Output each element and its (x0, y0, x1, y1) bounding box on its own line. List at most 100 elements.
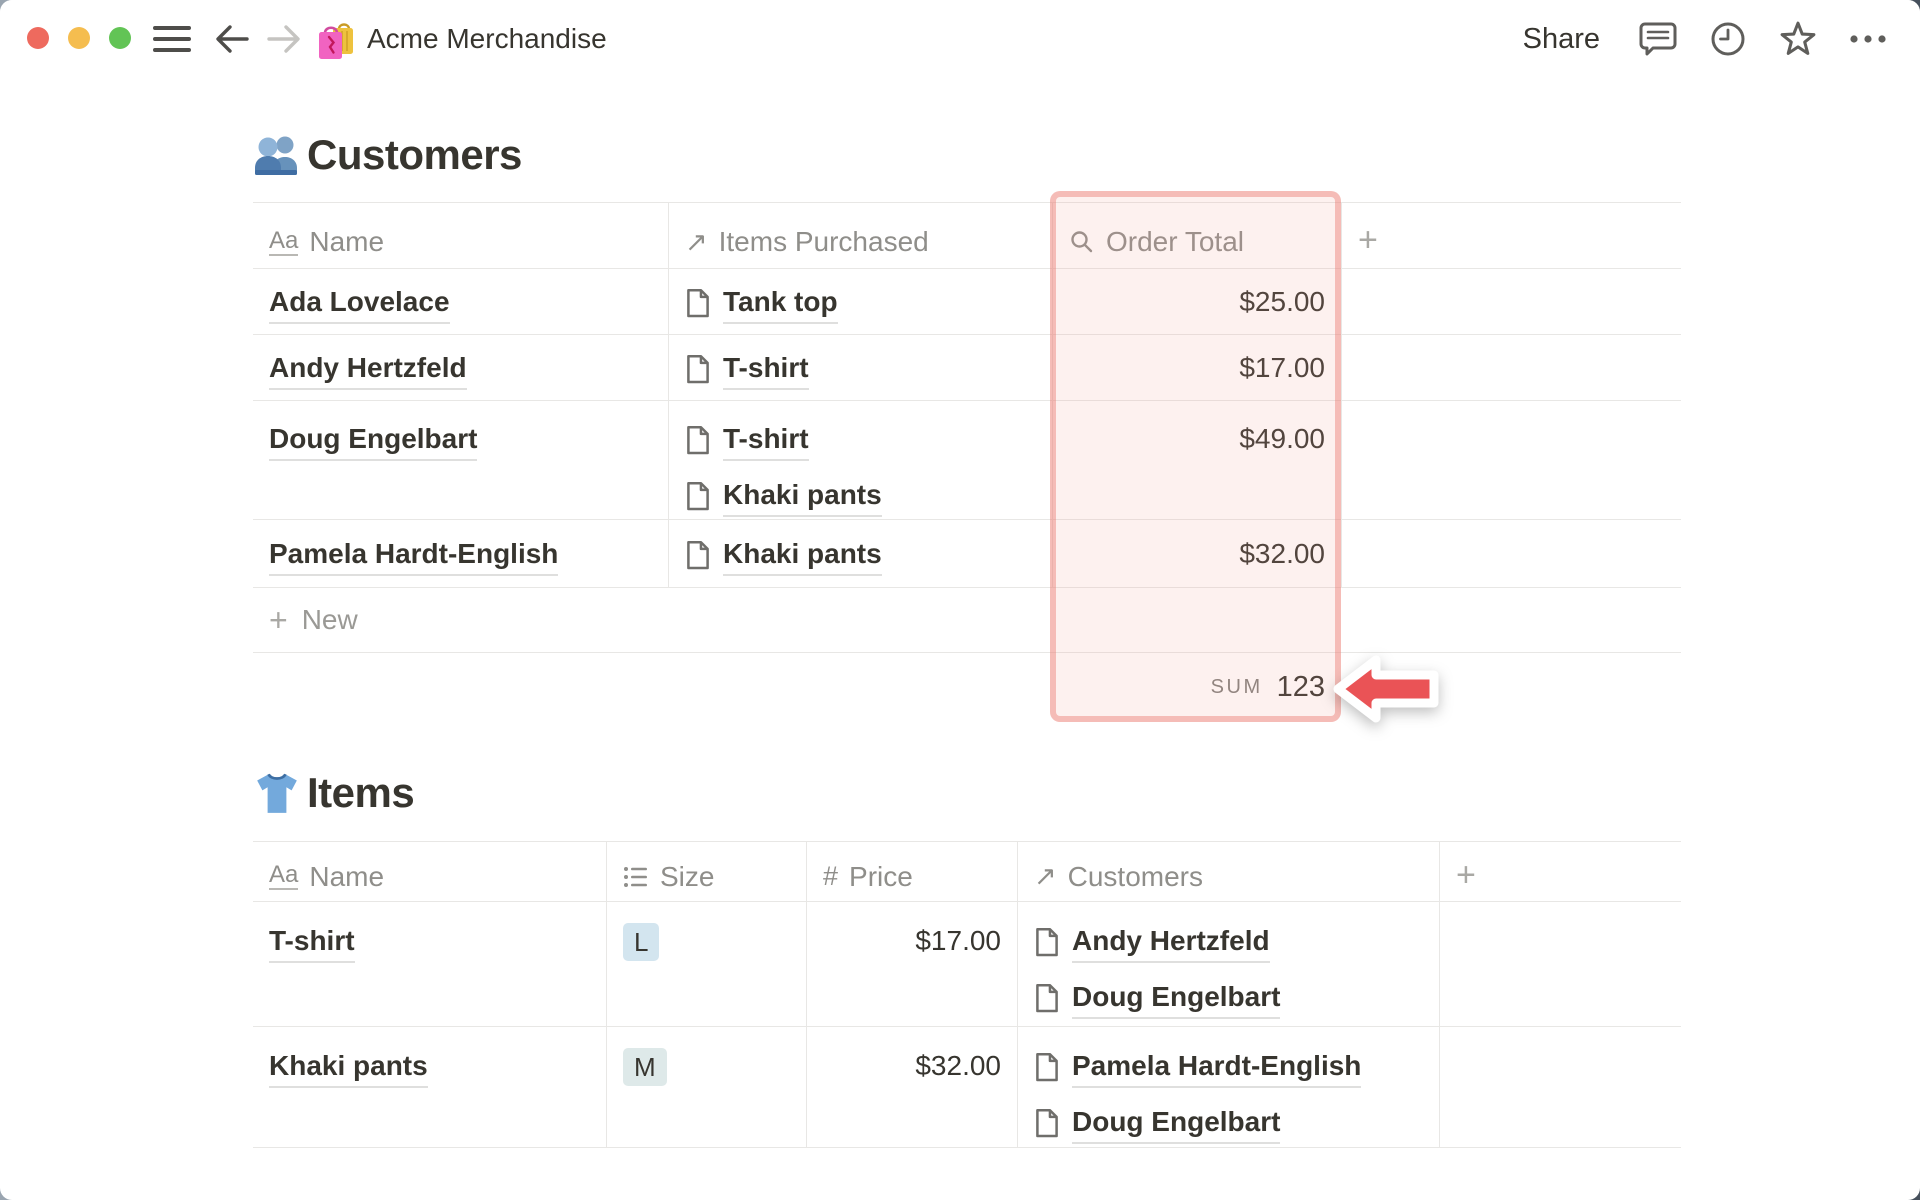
name-cell[interactable]: Andy Hertzfeld (253, 335, 668, 400)
column-header-label: Size (660, 860, 715, 892)
name-cell[interactable]: Doug Engelbart (253, 401, 668, 519)
table-row: Andy Hertzfeld T-shirt $17.00 (253, 335, 1681, 401)
empty-cell (1439, 1027, 1681, 1147)
customers-table-header-row: Aa Name ↗ Items Purchased Order Total + (253, 202, 1681, 269)
select-property-icon (623, 864, 649, 890)
back-arrow-icon (216, 25, 249, 53)
breadcrumb[interactable]: Acme Merchandise (316, 0, 607, 78)
name-cell[interactable]: T-shirt (253, 902, 606, 1026)
column-header-order-total[interactable]: Order Total (1052, 203, 1341, 268)
traffic-lights (27, 27, 131, 49)
add-column-button[interactable]: + (1439, 842, 1681, 901)
items-purchased-cell[interactable]: T-shirt (668, 335, 1052, 400)
empty-cell (1341, 269, 1681, 334)
ellipsis-icon (1850, 35, 1886, 43)
column-header-customers[interactable]: ↗ Customers (1017, 842, 1439, 901)
customer-page-link[interactable]: Andy Hertzfeld (269, 348, 467, 390)
column-header-items-purchased[interactable]: ↗ Items Purchased (668, 203, 1052, 268)
order-total-cell[interactable]: $17.00 (1052, 335, 1341, 400)
customer-page-link[interactable]: Doug Engelbart (269, 419, 478, 461)
customer-page-link[interactable]: Andy Hertzfeld (1072, 921, 1270, 963)
titlebar: Acme Merchandise Share (0, 0, 1920, 78)
more-options-button[interactable] (1846, 17, 1890, 61)
sum-value: 123 (1276, 670, 1325, 703)
item-page-link[interactable]: Khaki pants (269, 1046, 428, 1088)
column-header-label: Name (309, 226, 385, 257)
table-row: Khaki pants M $32.00 Pamela Hardt-Englis… (253, 1027, 1681, 1148)
customer-page-link[interactable]: Doug Engelbart (1072, 977, 1281, 1019)
item-page-link[interactable]: T-shirt (723, 419, 809, 461)
items-section-heading: Items (253, 769, 415, 817)
customer-page-link[interactable]: Ada Lovelace (269, 282, 450, 324)
page-icon (1036, 983, 1058, 1012)
size-cell[interactable]: L (606, 902, 806, 1026)
text-property-icon: Aa (269, 226, 299, 256)
page-icon (1036, 1052, 1058, 1081)
column-header-size[interactable]: Size (606, 842, 806, 901)
customers-cell[interactable]: Pamela Hardt-English Doug Engelbart (1017, 1027, 1439, 1147)
new-row-label: New (301, 604, 358, 635)
name-cell[interactable]: Khaki pants (253, 1027, 606, 1147)
share-button[interactable]: Share (1513, 17, 1610, 62)
name-cell[interactable]: Pamela Hardt-English (253, 520, 668, 587)
order-total-cell[interactable]: $32.00 (1052, 520, 1341, 587)
column-header-name[interactable]: Aa Name (253, 203, 668, 268)
comment-icon (1639, 22, 1677, 56)
order-total-value: $32.00 (1239, 538, 1325, 569)
titlebar-actions: Share (1513, 0, 1890, 78)
item-page-link[interactable]: Khaki pants (723, 534, 882, 576)
forward-arrow-icon (267, 25, 300, 53)
customer-page-link[interactable]: Pamela Hardt-English (1072, 1046, 1362, 1088)
items-purchased-cell[interactable]: Khaki pants (668, 520, 1052, 587)
shopping-bags-icon (319, 23, 353, 59)
table-row: T-shirt L $17.00 Andy Hertzfeld Doug Eng… (253, 902, 1681, 1027)
table-row: Ada Lovelace Tank top $25.00 (253, 269, 1681, 335)
items-purchased-cell[interactable]: T-shirt Khaki pants (668, 401, 1052, 519)
customer-page-link[interactable]: Doug Engelbart (1072, 1102, 1281, 1144)
item-page-link[interactable]: Khaki pants (723, 475, 882, 517)
navigate-back-button[interactable] (212, 0, 252, 78)
order-total-cell[interactable]: $25.00 (1052, 269, 1341, 334)
item-page-link[interactable]: Tank top (723, 282, 838, 324)
plus-icon: + (1456, 855, 1476, 894)
price-cell[interactable]: $32.00 (806, 1027, 1017, 1147)
clock-icon (1711, 22, 1745, 56)
table-row: Pamela Hardt-English Khaki pants $32.00 (253, 520, 1681, 588)
item-page-link[interactable]: T-shirt (269, 921, 355, 963)
close-window-button[interactable] (27, 27, 49, 49)
name-cell[interactable]: Ada Lovelace (253, 269, 668, 334)
customers-cell[interactable]: Andy Hertzfeld Doug Engelbart (1017, 902, 1439, 1026)
empty-cell (1341, 401, 1681, 519)
items-purchased-cell[interactable]: Tank top (668, 269, 1052, 334)
item-page-link[interactable]: T-shirt (723, 348, 809, 390)
column-header-label: Price (849, 860, 913, 892)
price-value: $17.00 (915, 925, 1001, 956)
navigate-forward-button[interactable] (264, 0, 304, 78)
new-row-button[interactable]: + New (253, 588, 1681, 652)
sidebar-menu-button[interactable] (152, 0, 192, 78)
page-icon (687, 481, 709, 510)
order-total-cell[interactable]: $49.00 (1052, 401, 1341, 519)
plus-icon: + (269, 602, 288, 638)
order-total-value: $49.00 (1239, 423, 1325, 454)
price-cell[interactable]: $17.00 (806, 902, 1017, 1026)
busts-in-silhouette-icon (255, 136, 297, 175)
page-icon (1036, 927, 1058, 956)
comments-button[interactable] (1636, 17, 1680, 61)
plus-icon: + (1358, 220, 1378, 259)
add-column-button[interactable]: + (1341, 203, 1681, 268)
favorite-button[interactable] (1776, 17, 1820, 61)
column-header-label: Items Purchased (718, 226, 929, 257)
history-button[interactable] (1706, 17, 1750, 61)
customer-page-link[interactable]: Pamela Hardt-English (269, 534, 559, 576)
column-header-price[interactable]: # Price (806, 842, 1017, 901)
minimize-window-button[interactable] (68, 27, 90, 49)
column-header-name[interactable]: Aa Name (253, 842, 606, 901)
page-icon (1036, 1108, 1058, 1137)
sum-calculation[interactable]: SUM 123 (1052, 653, 1341, 721)
size-cell[interactable]: M (606, 1027, 806, 1147)
number-property-icon: # (823, 861, 839, 891)
zoom-window-button[interactable] (109, 27, 131, 49)
sum-label: SUM (1210, 675, 1263, 698)
customers-table: Aa Name ↗ Items Purchased Order Total + (253, 202, 1681, 721)
